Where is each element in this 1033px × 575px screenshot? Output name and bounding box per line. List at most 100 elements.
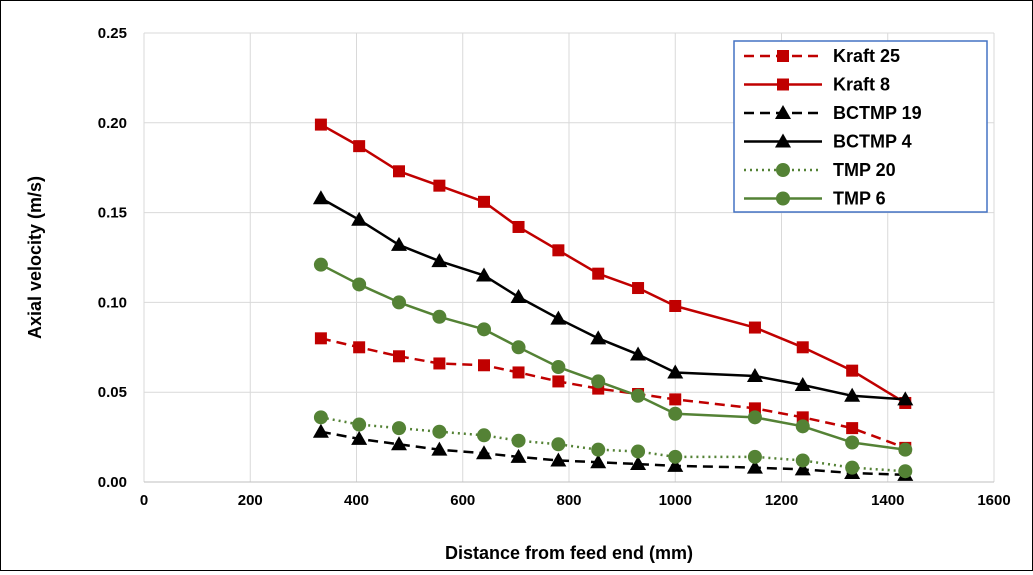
- data-point: [632, 282, 645, 295]
- data-point: [313, 257, 328, 272]
- data-point: [511, 340, 526, 355]
- series-tmp-20: [313, 410, 913, 479]
- data-point: [314, 332, 327, 345]
- data-point: [747, 449, 762, 464]
- y-tick-label: 0.20: [98, 115, 127, 132]
- data-point: [795, 453, 810, 468]
- data-point: [631, 388, 646, 403]
- data-point: [669, 393, 682, 406]
- data-point: [510, 448, 527, 463]
- data-point: [431, 253, 448, 268]
- legend-label: BCTMP 19: [833, 103, 922, 123]
- data-point: [512, 220, 525, 233]
- series-line: [320, 123, 906, 405]
- legend-marker: [777, 78, 789, 91]
- data-point: [478, 195, 490, 208]
- legend-label: BCTMP 4: [833, 132, 912, 152]
- data-point: [432, 309, 447, 324]
- data-point: [551, 360, 566, 375]
- data-point: [511, 433, 526, 448]
- data-point: [844, 387, 861, 402]
- legend-marker: [776, 191, 790, 206]
- data-point: [477, 428, 491, 443]
- data-point: [552, 375, 565, 388]
- series-layer: [312, 118, 914, 481]
- data-point: [591, 442, 606, 457]
- legend-item: BCTMP 4: [744, 132, 912, 152]
- y-axis-title: Axial velocity (m/s): [25, 176, 45, 339]
- data-point: [393, 350, 405, 363]
- x-tick-label: 1400: [871, 492, 904, 509]
- data-point: [391, 436, 407, 451]
- legend-marker: [777, 50, 789, 62]
- data-point: [432, 424, 447, 439]
- data-point: [591, 374, 606, 389]
- legend-item: TMP 6: [744, 189, 886, 209]
- data-point: [795, 419, 810, 434]
- data-point: [550, 310, 567, 325]
- data-point: [630, 456, 647, 471]
- data-point: [631, 444, 646, 459]
- data-point: [353, 341, 366, 354]
- x-tick-label: 0: [140, 492, 148, 509]
- series-kraft-25: [314, 332, 912, 454]
- data-point: [393, 165, 405, 178]
- data-point: [392, 421, 406, 436]
- data-point: [353, 140, 366, 153]
- data-point: [796, 341, 809, 354]
- data-point: [510, 289, 527, 304]
- series-line: [320, 263, 906, 451]
- y-tick-label: 0.15: [98, 205, 127, 222]
- data-point: [351, 211, 368, 226]
- legend-marker: [775, 105, 791, 119]
- y-tick-label: 0.05: [98, 384, 127, 401]
- data-point: [431, 441, 448, 456]
- x-tick-label: 800: [556, 492, 581, 509]
- data-point: [314, 118, 327, 131]
- y-tick-label: 0.25: [98, 25, 127, 42]
- data-point: [845, 435, 860, 450]
- data-point: [313, 410, 328, 425]
- legend-marker: [775, 133, 791, 148]
- series-bctmp-4: [312, 190, 914, 406]
- data-point: [352, 417, 367, 432]
- legend-marker: [776, 163, 790, 177]
- series-line: [320, 337, 906, 450]
- data-point: [476, 445, 492, 460]
- legend-item: TMP 20: [744, 160, 896, 180]
- x-axis-title: Distance from feed end (mm): [445, 543, 693, 563]
- data-point: [478, 359, 490, 372]
- y-tick-label: 0.00: [98, 474, 127, 491]
- data-point: [551, 437, 566, 452]
- data-point: [846, 364, 859, 377]
- y-tick-labels: 0.00 0.05 0.10 0.15 0.20 0.25: [98, 25, 127, 491]
- data-point: [846, 422, 859, 435]
- data-point: [392, 295, 406, 310]
- data-point: [592, 267, 605, 280]
- legend-label: Kraft 8: [833, 75, 890, 95]
- x-tick-label: 400: [344, 492, 369, 509]
- legend-item: Kraft 8: [744, 75, 890, 95]
- x-tick-label: 600: [450, 492, 475, 509]
- data-point: [312, 423, 329, 438]
- data-point: [433, 179, 446, 192]
- x-tick-label: 1600: [977, 492, 1010, 509]
- data-point: [667, 457, 684, 472]
- y-tick-label: 0.10: [98, 294, 127, 311]
- data-point: [794, 377, 811, 392]
- legend-item: Kraft 25: [744, 46, 900, 66]
- x-tick-labels: 0 200 400 600 800 1000 1200 1400 1600: [140, 492, 1011, 509]
- legend-label: TMP 20: [833, 160, 896, 180]
- series-line: [320, 430, 906, 477]
- data-point: [667, 364, 684, 379]
- x-tick-label: 1200: [765, 492, 798, 509]
- data-point: [590, 454, 607, 469]
- data-point: [476, 267, 492, 282]
- data-point: [898, 464, 913, 479]
- data-point: [669, 299, 682, 312]
- data-point: [747, 410, 762, 425]
- data-point: [668, 449, 683, 464]
- data-point: [748, 321, 761, 334]
